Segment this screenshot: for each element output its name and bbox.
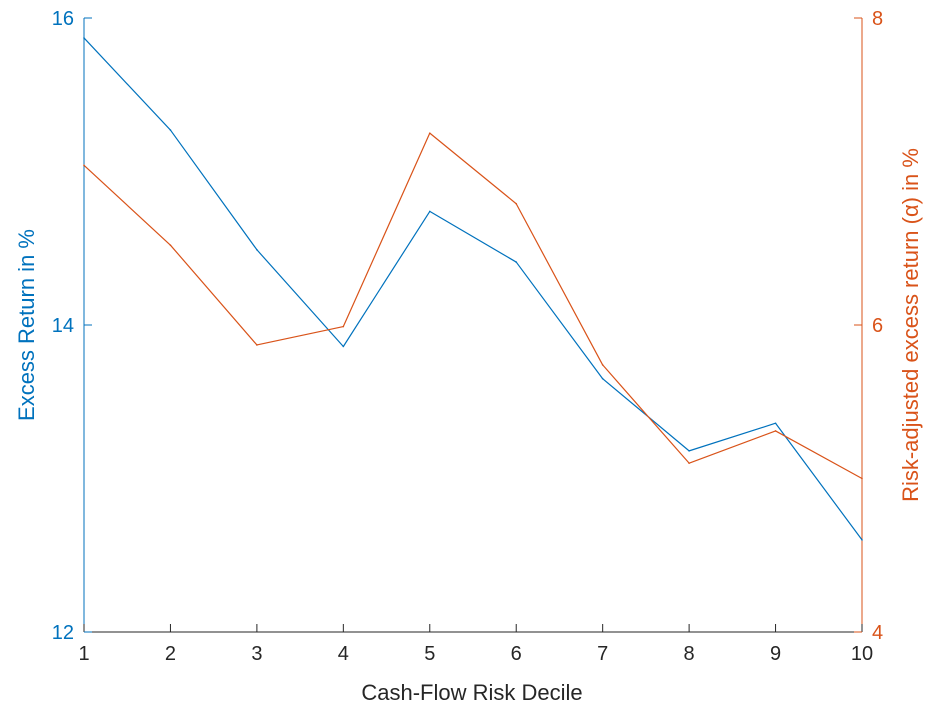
data-point-right <box>428 132 431 134</box>
data-point-left <box>256 248 258 251</box>
data-point-right <box>774 430 777 432</box>
axes <box>83 18 863 633</box>
data-point-right <box>256 344 258 346</box>
data-point-right <box>515 202 518 205</box>
data-point-left <box>342 345 345 348</box>
x-tick-label: 4 <box>338 643 349 665</box>
series-line-left <box>83 37 863 541</box>
data-point-left <box>861 539 863 541</box>
data-point-right <box>342 325 345 328</box>
y-right-tick-label: 8 <box>872 8 883 30</box>
data-point-left <box>688 450 690 452</box>
series-line-right <box>83 132 863 480</box>
y-left-tick-label: 14 <box>52 315 74 337</box>
x-tick-label: 7 <box>597 643 608 665</box>
x-tick-label: 3 <box>251 643 262 665</box>
data-point-right <box>601 364 604 366</box>
y-right-tick-label: 4 <box>872 622 883 644</box>
data-point-right <box>861 477 863 480</box>
data-point-right <box>83 164 85 167</box>
data-point-left <box>428 210 431 213</box>
data-point-left <box>774 422 777 425</box>
data-point-left <box>83 37 85 39</box>
data-point-left <box>601 377 604 380</box>
x-axis-label: Cash-Flow Risk Decile <box>361 680 582 705</box>
data-point-left <box>515 261 518 263</box>
data-point-right <box>169 244 172 246</box>
x-tick-label: 10 <box>851 643 873 665</box>
data-point-right <box>688 462 690 464</box>
x-tick-label: 8 <box>684 643 695 665</box>
x-tick-label: 9 <box>770 643 781 665</box>
series-layer <box>83 37 863 541</box>
y-axis-left-label: Excess Return in % <box>14 229 39 421</box>
x-tick-label: 6 <box>511 643 522 665</box>
data-point-left <box>169 129 172 131</box>
y-left-tick-label: 12 <box>52 622 74 644</box>
x-tick-label: 2 <box>165 643 176 665</box>
y-axis-right-label: Risk-adjusted excess return (α) in % <box>898 148 923 502</box>
x-tick-label: 5 <box>424 643 435 665</box>
y-right-tick-label: 6 <box>872 315 883 337</box>
y-left-tick-label: 16 <box>52 8 74 30</box>
x-tick-label: 1 <box>78 643 89 665</box>
